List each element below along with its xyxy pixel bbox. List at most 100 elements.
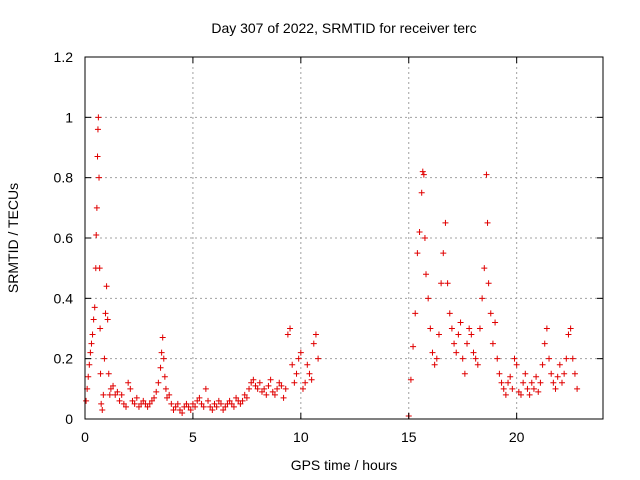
data-point [558,379,565,386]
data-point [522,370,529,377]
data-point [505,379,512,386]
data-point [419,168,426,175]
data-point [159,334,166,341]
data-point [425,295,432,302]
data-point [524,385,531,392]
data-point [127,385,134,392]
data-point [284,331,291,338]
data-point [487,310,494,317]
data-point [86,361,93,368]
data-point [479,295,486,302]
data-point [427,325,434,332]
y-tick-label: 0 [65,411,73,427]
data-point [254,385,261,392]
data-point [302,379,309,386]
data-point [155,379,162,386]
data-point [241,391,248,398]
data-point [274,385,281,392]
data-point [114,388,121,395]
data-point [153,388,160,395]
data-point [125,379,132,386]
data-point [492,319,499,326]
data-point [455,331,462,338]
data-point [291,379,298,386]
data-point [507,373,514,380]
data-point [548,370,555,377]
data-point [451,340,458,347]
data-point [561,370,568,377]
data-point [164,394,171,401]
x-tick-label: 5 [189,429,197,445]
data-point [412,310,419,317]
data-point [166,391,173,398]
data-point [96,174,103,181]
data-point [95,114,102,121]
data-point [470,349,477,356]
data-point [102,310,109,317]
data-point [513,361,520,368]
data-point [110,382,117,389]
y-axis-label: SRMTID / TECUs [5,183,21,293]
data-point [174,400,181,407]
data-point [556,361,563,368]
data-point [256,379,263,386]
data-point [574,385,581,392]
data-point [202,385,209,392]
data-point [118,391,125,398]
data-point [161,373,168,380]
data-point [489,340,496,347]
data-point [98,400,105,407]
data-point [423,271,430,278]
data-point [539,361,546,368]
data-point [407,376,414,383]
data-point [170,406,177,413]
data-point [217,400,224,407]
data-point [239,397,246,404]
x-tick-label: 0 [81,429,89,445]
data-point [276,379,283,386]
data-point [96,265,103,272]
data-point [546,355,553,362]
data-point [295,355,302,362]
data-point [148,397,155,404]
tick-labels: 0 5 10 15 20 0 0.2 0.4 0.6 0.8 1 1.2 [54,49,525,445]
data-point [213,403,220,410]
data-point [94,153,101,160]
data-point [100,391,107,398]
data-point [444,280,451,287]
data-point [97,370,104,377]
data-point [530,385,537,392]
y-tick-label: 1 [65,109,73,125]
data-point [468,331,475,338]
data-point [120,400,127,407]
data-point [133,394,140,401]
data-point [498,379,505,386]
data-point [459,355,466,362]
data-point [414,250,421,257]
data-point [104,316,111,323]
y-tick-label: 1.2 [54,49,74,65]
data-point [484,219,491,226]
data-point [151,394,158,401]
data-point [200,403,207,410]
data-point [496,370,503,377]
data-point [160,355,167,362]
data-point [297,349,304,356]
data-point [418,189,425,196]
data-point [485,280,492,287]
data-point [304,361,311,368]
chart-title: Day 307 of 2022, SRMTID for receiver ter… [211,20,476,36]
data-point [220,406,227,413]
x-tick-label: 15 [401,429,417,445]
y-tick-label: 0.6 [54,230,74,246]
data-point [198,400,205,407]
x-tick-label: 10 [293,429,309,445]
data-point [211,400,218,407]
data-point [158,349,165,356]
data-point [509,385,516,392]
data-point [90,316,97,323]
data-point [185,403,192,410]
data-point [271,391,278,398]
data-point [215,397,222,404]
data-point [466,325,473,332]
